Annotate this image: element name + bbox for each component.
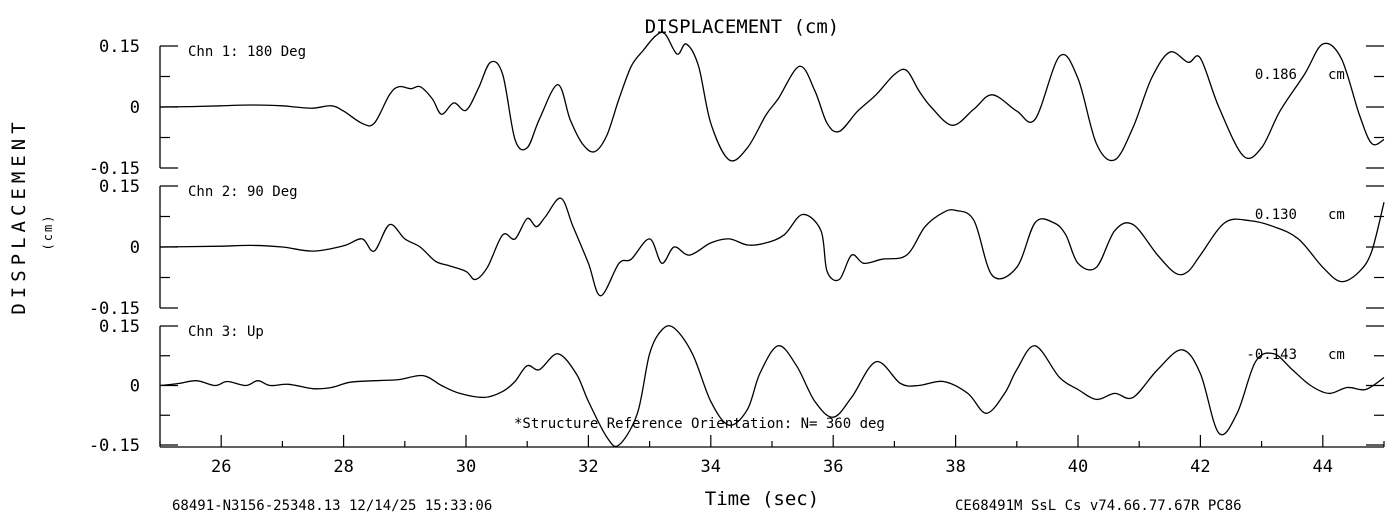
x-tick-label: 40 bbox=[1068, 457, 1088, 477]
displacement-trace-1 bbox=[159, 31, 1385, 162]
x-tick-label: 34 bbox=[701, 457, 721, 477]
y-tick-label: -0.15 bbox=[89, 159, 140, 179]
channel-name-label: Chn 2: 90 Deg bbox=[188, 184, 298, 200]
channel-panel-3: 0.15 0 -0.15 Chn 3: Up -0.143 cm bbox=[89, 317, 1385, 456]
channel-name-label: Chn 1: 180 Deg bbox=[188, 44, 306, 60]
orientation-annotation: *Structure Reference Orientation: N= 360… bbox=[514, 416, 885, 432]
y-tick-label: 0.15 bbox=[99, 37, 140, 57]
peak-unit-label: cm bbox=[1328, 67, 1345, 83]
y-axis-unit-label: (cm) bbox=[41, 214, 55, 251]
channel-panels: 0.15 0 -0.15 Chn 1: 180 Deg 0.186 cm 0.15 0 -0.1… bbox=[89, 31, 1385, 456]
displacement-trace-2 bbox=[159, 197, 1385, 297]
x-tick-label: 36 bbox=[823, 457, 843, 477]
x-tick-label: 26 bbox=[211, 457, 231, 477]
y-tick-label: 0.15 bbox=[99, 177, 140, 197]
peak-unit-label: cm bbox=[1328, 347, 1345, 363]
x-tick-label: 30 bbox=[456, 457, 476, 477]
x-axis: 26 28 30 32 34 36 38 40 42 44 bbox=[159, 435, 1385, 477]
y-tick-label: -0.15 bbox=[89, 299, 140, 319]
channel-panel-2: 0.15 0 -0.15 Chn 2: 90 Deg 0.130 cm bbox=[89, 177, 1385, 319]
peak-value-label: 0.186 bbox=[1255, 67, 1297, 83]
x-tick-label: 44 bbox=[1313, 457, 1333, 477]
y-tick-label: 0.15 bbox=[99, 317, 140, 337]
y-axis-label: DISPLACEMENT bbox=[8, 117, 30, 314]
peak-value-label: -0.143 bbox=[1246, 347, 1297, 363]
y-tick-label: 0 bbox=[130, 238, 140, 258]
channel-panel-1: 0.15 0 -0.15 Chn 1: 180 Deg 0.186 cm bbox=[89, 31, 1385, 179]
displacement-trace-3 bbox=[159, 325, 1385, 448]
x-tick-label: 28 bbox=[333, 457, 353, 477]
x-tick-label: 38 bbox=[945, 457, 965, 477]
y-tick-label: 0 bbox=[130, 377, 140, 397]
channel-name-label: Chn 3: Up bbox=[188, 324, 264, 340]
peak-unit-label: cm bbox=[1328, 207, 1345, 223]
y-tick-label: -0.15 bbox=[89, 436, 140, 456]
x-axis-label: Time (sec) bbox=[705, 488, 819, 510]
x-tick-label: 32 bbox=[578, 457, 598, 477]
footer-right-text: CE68491M SsL Cs v74.66.77.67R PC86 bbox=[955, 498, 1242, 512]
x-tick-label: 42 bbox=[1190, 457, 1210, 477]
peak-value-label: 0.130 bbox=[1255, 207, 1297, 223]
y-tick-label: 0 bbox=[130, 98, 140, 118]
chart-title: DISPLACEMENT (cm) bbox=[645, 16, 839, 38]
footer-left-text: 68491-N3156-25348.13 12/14/25 15:33:06 bbox=[172, 498, 492, 512]
